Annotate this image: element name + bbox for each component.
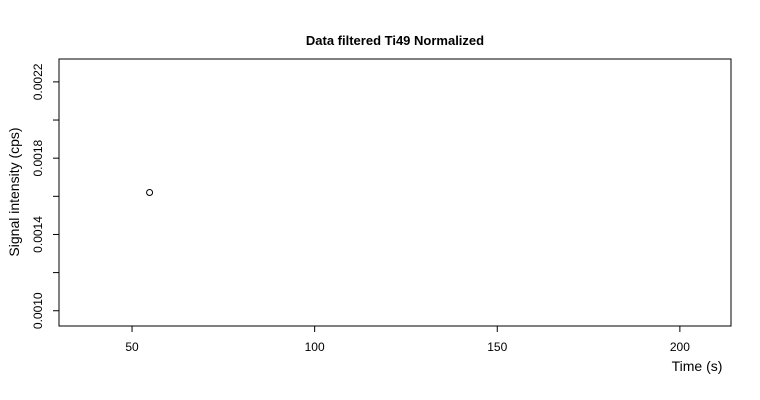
x-axis-label: Time (s) bbox=[672, 358, 723, 374]
chart-title: Data filtered Ti49 Normalized bbox=[306, 33, 484, 48]
x-tick-label: 50 bbox=[125, 340, 139, 354]
plot-frame bbox=[58, 58, 732, 327]
y-tick-label: 0.0018 bbox=[31, 139, 45, 176]
y-axis-label: Signal intensity (cps) bbox=[6, 127, 22, 256]
x-tick-label: 100 bbox=[305, 340, 325, 354]
x-axis: 50 100 150 200 bbox=[125, 326, 690, 354]
data-points bbox=[146, 189, 154, 196]
x-tick-label: 200 bbox=[670, 340, 690, 354]
x-tick-label: 150 bbox=[487, 340, 507, 354]
y-tick-label: 0.0014 bbox=[31, 216, 45, 253]
y-tick-label: 0.0022 bbox=[31, 63, 45, 100]
y-axis: 0.0010 0.0014 0.0018 0.0022 bbox=[31, 63, 59, 329]
y-tick-label: 0.0010 bbox=[31, 292, 45, 329]
data-point bbox=[146, 189, 154, 196]
